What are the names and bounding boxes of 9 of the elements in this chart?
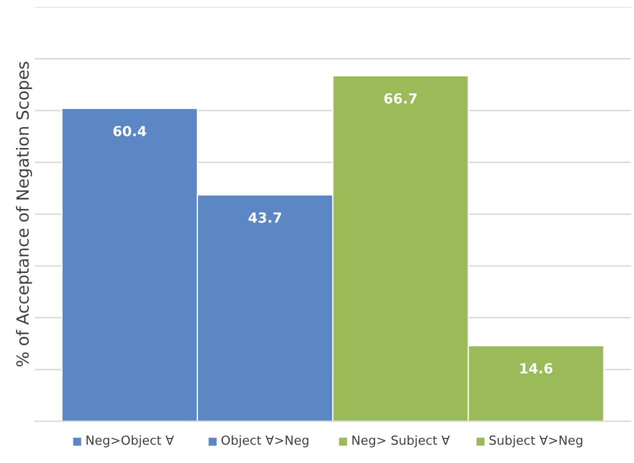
data-label: 14.6 — [520, 363, 552, 374]
x-tick-label: Neg> Subject ∀ — [352, 435, 450, 448]
x-tick-label: Neg>Object ∀ — [86, 435, 174, 448]
x-tick-label: Object ∀>Neg — [221, 435, 308, 448]
data-label: 66.7 — [384, 93, 417, 104]
data-label: 60.4 — [113, 126, 146, 136]
y-axis-title: % of Acceptance of Negation Scopes — [16, 62, 32, 366]
x-tick-label: Subject ∀>Neg — [489, 435, 582, 448]
data-label: 43.7 — [248, 212, 282, 223]
